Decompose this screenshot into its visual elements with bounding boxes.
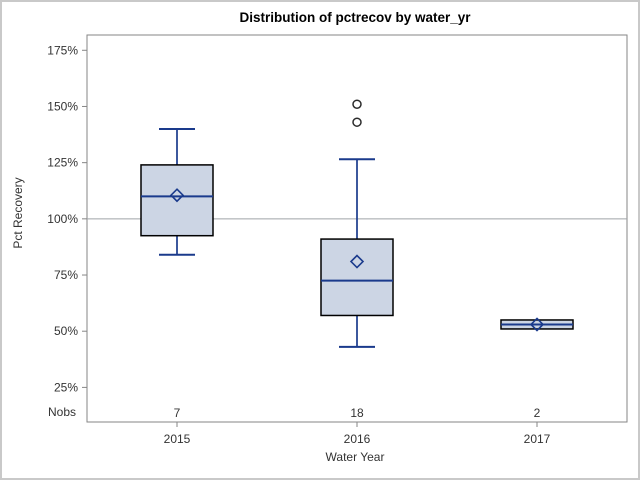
outlier-point xyxy=(352,117,362,127)
x-axis-label: Water Year xyxy=(325,450,385,464)
chart-title: Distribution of pctrecov by water_yr xyxy=(239,10,471,25)
nobs-value: 18 xyxy=(350,406,364,420)
y-tick-label: 125% xyxy=(47,156,78,170)
y-tick-label: 50% xyxy=(54,324,78,338)
outlier-point xyxy=(352,99,362,109)
x-tick-label: 2015 xyxy=(164,432,191,446)
y-tick-label: 75% xyxy=(54,268,78,282)
x-tick-label: 2016 xyxy=(344,432,371,446)
y-tick-label: 100% xyxy=(47,212,78,226)
nobs-value: 2 xyxy=(534,406,541,420)
mean-diamond-marker xyxy=(169,188,185,203)
iqr-box xyxy=(320,238,394,317)
mean-diamond-marker xyxy=(349,254,365,269)
mean-diamond-marker xyxy=(529,317,545,332)
nobs-row-label: Nobs xyxy=(47,405,76,419)
y-tick-label: 25% xyxy=(54,380,78,394)
y-tick-label: 150% xyxy=(47,99,78,113)
nobs-value: 7 xyxy=(174,406,181,420)
x-tick-label: 2017 xyxy=(524,432,551,446)
y-tick-label: 175% xyxy=(47,43,78,57)
